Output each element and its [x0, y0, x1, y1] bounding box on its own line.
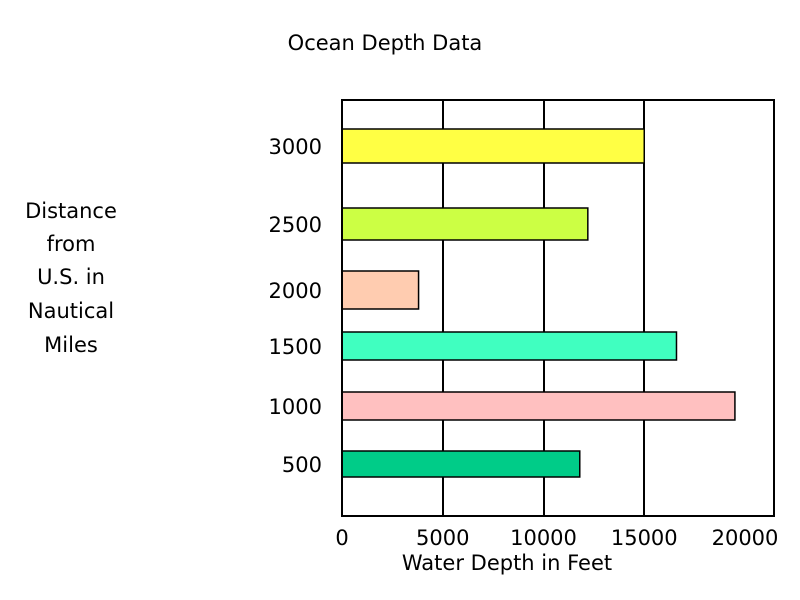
y-category-label: 500 — [282, 453, 322, 477]
chart-title: Ocean Depth Data — [288, 31, 483, 55]
x-axis-label: Water Depth in Feet — [402, 551, 612, 575]
x-tick-label: 5000 — [416, 526, 469, 550]
bar-2000 — [341, 270, 420, 310]
x-tick-label: 0 — [335, 526, 348, 550]
bar-1000 — [341, 391, 736, 421]
y-category-labels: 500 1000 1500 2000 2500 3000 — [269, 135, 322, 477]
grid-lines — [442, 100, 645, 516]
y-axis-label-line: Miles — [44, 333, 98, 357]
bar-500 — [341, 450, 581, 478]
x-tick-label: 10000 — [510, 526, 577, 550]
y-category-label: 1500 — [269, 335, 322, 359]
bars — [341, 128, 736, 478]
bar-2500 — [341, 207, 589, 241]
y-axis-label-line: Distance — [25, 199, 117, 223]
y-category-label: 3000 — [269, 135, 322, 159]
plot-frame — [341, 99, 775, 517]
x-tick-label: 20000 — [712, 526, 779, 550]
y-category-label: 1000 — [269, 395, 322, 419]
x-tick-label: 15000 — [611, 526, 678, 550]
bar-3000 — [341, 128, 645, 164]
y-category-label: 2000 — [269, 279, 322, 303]
y-axis-label-line: Nautical — [28, 299, 114, 323]
y-axis-label-line: from — [47, 232, 96, 256]
y-axis-label-line: U.S. in — [37, 265, 105, 289]
y-category-label: 2500 — [269, 213, 322, 237]
x-tick-labels: 0 5000 10000 15000 20000 — [335, 526, 778, 550]
bar-1500 — [341, 331, 678, 361]
y-axis-label: Distance from U.S. in Nautical Miles — [25, 199, 117, 357]
